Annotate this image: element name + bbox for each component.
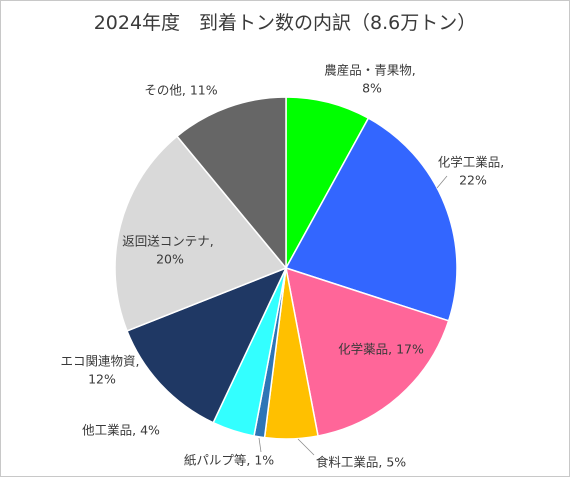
data-label-line: 化学薬品, 17% xyxy=(338,342,424,357)
data-label-chemical-industrial: 化学工業品, 22% xyxy=(438,155,508,188)
label-separator: , xyxy=(136,354,144,369)
data-label-line: 返回送コンテナ, xyxy=(122,234,217,249)
label-value: 12 xyxy=(88,372,104,387)
data-label-line: 農産品・青果物, xyxy=(324,63,419,78)
pie-slices xyxy=(114,96,458,440)
leader-line-paper-pulp xyxy=(258,437,262,453)
label-value: 22 xyxy=(459,173,475,188)
data-label-line: 化学工業品, xyxy=(438,155,508,170)
data-label-line: その他, 11% xyxy=(144,83,217,98)
label-unit: % xyxy=(262,453,274,468)
data-label-paper-pulp: 紙パルプ等, 1% xyxy=(184,453,274,468)
leader-line-food-industrial xyxy=(297,438,315,456)
label-separator: , xyxy=(246,453,254,468)
label-separator: , xyxy=(210,234,218,249)
pie-slice-eco-materials xyxy=(126,267,287,424)
label-separator: , xyxy=(378,455,386,470)
data-label-agricultural-produce: 農産品・青果物, 8% xyxy=(324,63,419,96)
label-separator: , xyxy=(182,83,190,98)
label-value: 20 xyxy=(156,252,172,267)
leader-lines xyxy=(258,175,448,456)
data-label-line: 他工業品, 4% xyxy=(82,423,160,438)
label-category: 他工業品 xyxy=(82,423,132,438)
label-unit: % xyxy=(148,423,160,438)
label-unit: % xyxy=(104,372,116,387)
pie-slice-chemical-industrial xyxy=(285,117,458,322)
label-category: その他 xyxy=(144,83,182,98)
label-unit: % xyxy=(394,455,406,470)
label-value: 11 xyxy=(190,83,206,98)
label-unit: % xyxy=(412,342,424,357)
label-value: 17 xyxy=(396,342,412,357)
label-separator: , xyxy=(500,155,508,170)
label-value: 4 xyxy=(140,423,148,438)
label-value: 1 xyxy=(254,453,262,468)
label-value: 8 xyxy=(362,81,370,96)
data-label-line: 8% xyxy=(362,81,382,96)
label-unit: % xyxy=(370,81,382,96)
label-category: エコ関連物資 xyxy=(61,354,136,369)
data-label-line: 食料工業品, 5% xyxy=(316,455,406,470)
label-unit: % xyxy=(172,252,184,267)
label-category: 紙パルプ等 xyxy=(184,453,247,468)
leader-line-chemical-industrial xyxy=(436,175,448,189)
data-label-returned-containers: 返回送コンテナ, 20% xyxy=(122,234,217,267)
data-label-food-industrial: 食料工業品, 5% xyxy=(316,455,406,470)
data-label-line: エコ関連物資, xyxy=(61,354,144,369)
data-label-line: 紙パルプ等, 1% xyxy=(184,453,274,468)
data-label-eco-materials: エコ関連物資, 12% xyxy=(61,354,144,387)
label-category: 食料工業品 xyxy=(316,455,379,470)
data-label-line: 12% xyxy=(88,372,116,387)
data-label-other: その他, 11% xyxy=(144,83,217,98)
label-category: 返回送コンテナ xyxy=(122,234,210,249)
chart-title: 2024年度 到着トン数の内訳（8.6万トン） xyxy=(93,12,477,34)
data-label-line: 22% xyxy=(459,173,487,188)
pie-slice-other xyxy=(176,96,287,269)
label-category: 化学薬品 xyxy=(338,342,388,357)
data-label-other-industrial: 他工業品, 4% xyxy=(82,423,160,438)
label-value: 5 xyxy=(386,455,394,470)
label-separator: , xyxy=(132,423,140,438)
data-labels: 農産品・青果物, 8%化学工業品, 22%化学薬品, 17%食料工業品, 5%紙… xyxy=(61,63,509,470)
label-unit: % xyxy=(206,83,218,98)
label-category: 化学工業品 xyxy=(438,155,501,170)
data-label-chemical-products: 化学薬品, 17% xyxy=(338,342,424,357)
label-separator: , xyxy=(412,63,420,78)
pie-slice-returned-containers xyxy=(114,135,287,332)
label-category: 農産品・青果物 xyxy=(324,63,412,78)
label-unit: % xyxy=(475,173,487,188)
data-label-line: 20% xyxy=(156,252,184,267)
label-separator: , xyxy=(388,342,396,357)
pie-slice-chemical-products xyxy=(285,267,450,437)
